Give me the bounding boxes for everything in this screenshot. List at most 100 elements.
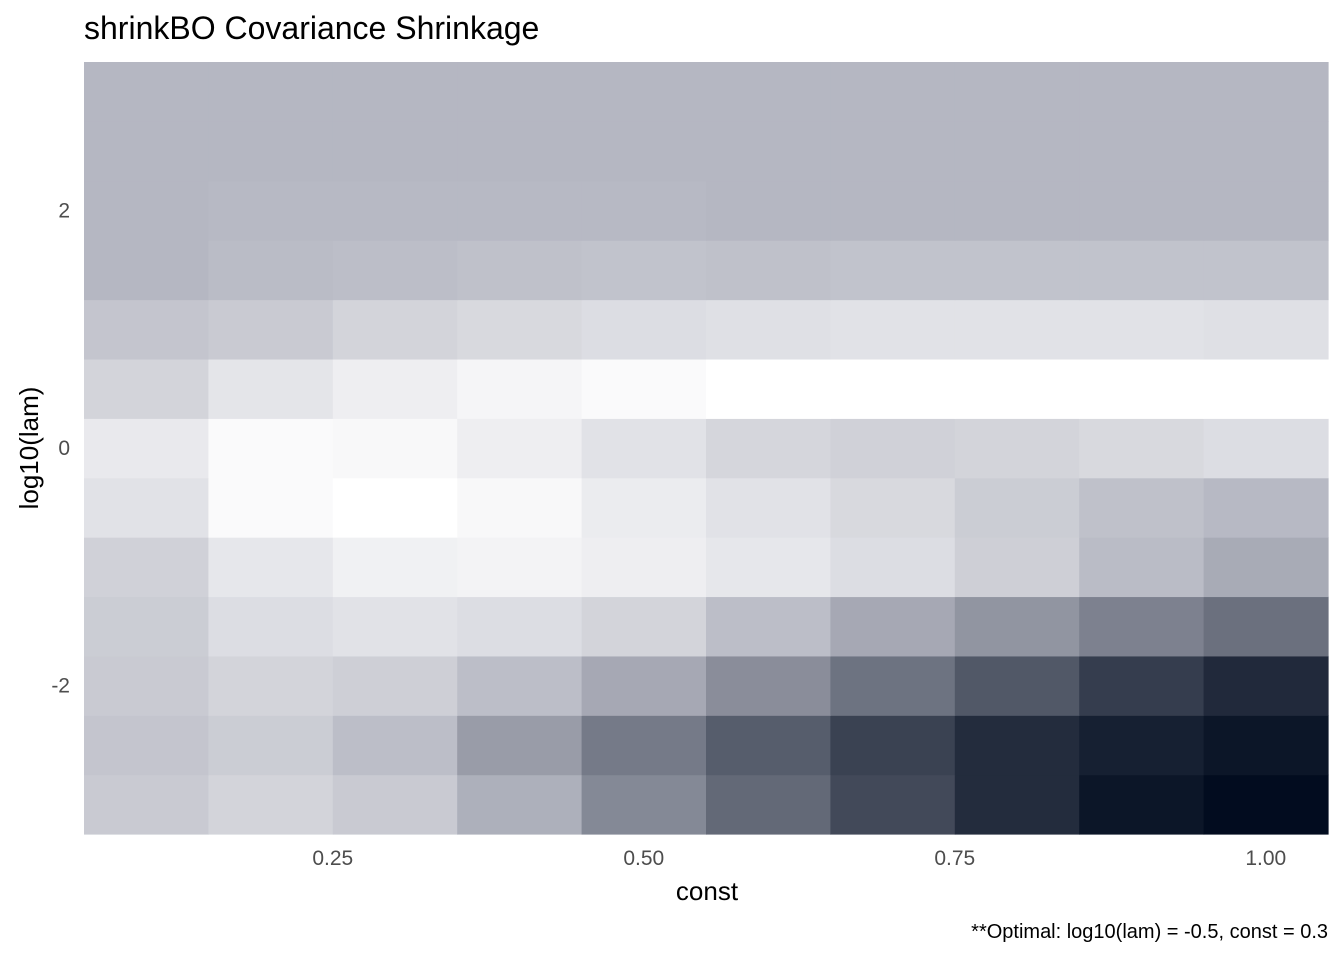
heatmap-cell <box>457 62 583 122</box>
heatmap-cell <box>1079 62 1205 122</box>
heatmap-cell <box>1079 299 1205 360</box>
heatmap-cell <box>706 180 831 241</box>
heatmap-cell <box>84 180 209 241</box>
heatmap-cell <box>332 62 458 122</box>
heatmap-cell <box>208 477 334 538</box>
heatmap-cell <box>1079 715 1205 776</box>
heatmap-cell <box>84 358 209 419</box>
heatmap-cell <box>830 477 956 538</box>
heatmap-cell <box>706 240 831 301</box>
heatmap-cell <box>830 596 956 657</box>
heatmap-cell <box>1203 537 1329 598</box>
heatmap-cell <box>332 299 458 360</box>
heatmap-cell <box>581 418 707 479</box>
chart-title: shrinkBO Covariance Shrinkage <box>84 10 539 46</box>
heatmap-cell <box>457 240 583 301</box>
heatmap-cell <box>706 596 831 657</box>
heatmap-cell <box>84 240 209 301</box>
optimal-caption: **Optimal: log10(lam) = -0.5, const = 0.… <box>971 921 1328 943</box>
heatmap-cell <box>954 477 1080 538</box>
heatmap-cell <box>830 655 956 716</box>
heatmap-cell <box>1203 299 1329 360</box>
heatmap-cell <box>1079 477 1205 538</box>
heatmap-cell <box>706 477 831 538</box>
heatmap-cell <box>581 121 707 182</box>
x-axis-title: const <box>676 876 739 906</box>
x-tick-label: 1.00 <box>1245 847 1286 870</box>
heatmap-cell <box>954 715 1080 776</box>
heatmap-cell <box>84 299 209 360</box>
heatmap-cell <box>830 715 956 776</box>
heatmap-cell <box>1079 596 1205 657</box>
heatmap-cell <box>332 715 458 776</box>
heatmap-cell <box>706 299 831 360</box>
heatmap-cell <box>208 240 334 301</box>
heatmap-cell <box>208 299 334 360</box>
heatmap-cell <box>830 299 956 360</box>
heatmap-cell <box>1079 240 1205 301</box>
heatmap-cell <box>84 596 209 657</box>
heatmap-cell <box>84 477 209 538</box>
heatmap-cell <box>830 62 956 122</box>
heatmap-cell <box>1203 596 1329 657</box>
heatmap-cell <box>954 180 1080 241</box>
heatmap-cell <box>706 358 831 419</box>
heatmap-cell <box>84 655 209 716</box>
heatmap-cell <box>706 418 831 479</box>
heatmap-cell <box>581 596 707 657</box>
heatmap-cell <box>1203 715 1329 776</box>
heatmap-cell <box>332 477 458 538</box>
heatmap-cell <box>581 358 707 419</box>
y-tick-label: -2 <box>51 675 70 698</box>
heatmap-cell <box>208 358 334 419</box>
heatmap-cell <box>581 62 707 122</box>
heatmap-cell <box>830 121 956 182</box>
heatmap-cell <box>457 121 583 182</box>
heatmap-cell <box>581 180 707 241</box>
heatmap-cell <box>1079 121 1205 182</box>
heatmap-cell <box>208 418 334 479</box>
heatmap-cell <box>954 596 1080 657</box>
heatmap-cell <box>954 62 1080 122</box>
heatmap-cell <box>84 418 209 479</box>
heatmap-cell <box>457 299 583 360</box>
y-tick-label: 0 <box>58 437 70 460</box>
y-tick-label: 2 <box>58 199 70 222</box>
heatmap-cell <box>208 121 334 182</box>
heatmap-cell <box>581 299 707 360</box>
heatmap-cell <box>457 596 583 657</box>
heatmap-cell <box>457 715 583 776</box>
heatmap-cells <box>84 62 1329 835</box>
heatmap-cell <box>332 121 458 182</box>
heatmap-cell <box>706 62 831 122</box>
heatmap-cell <box>332 537 458 598</box>
heatmap-cell <box>457 180 583 241</box>
x-tick-label: 0.50 <box>623 847 664 870</box>
heatmap-cell <box>332 596 458 657</box>
heatmap-cell <box>1079 180 1205 241</box>
heatmap-cell <box>332 240 458 301</box>
heatmap-cell <box>830 774 956 835</box>
heatmap-cell <box>332 418 458 479</box>
heatmap-cell <box>84 121 209 182</box>
heatmap-cell <box>457 477 583 538</box>
heatmap-cell <box>208 62 334 122</box>
heatmap-cell <box>830 537 956 598</box>
heatmap-cell <box>706 537 831 598</box>
heatmap-cell <box>581 655 707 716</box>
heatmap-cell <box>954 418 1080 479</box>
heatmap-cell <box>706 655 831 716</box>
heatmap-cell <box>332 655 458 716</box>
heatmap-cell <box>1203 62 1329 122</box>
heatmap-cell <box>208 596 334 657</box>
heatmap-cell <box>457 537 583 598</box>
heatmap-cell <box>84 537 209 598</box>
heatmap-cell <box>954 774 1080 835</box>
heatmap-cell <box>954 121 1080 182</box>
x-tick-label: 0.75 <box>934 847 975 870</box>
heatmap-cell <box>1079 358 1205 419</box>
heatmap-cell <box>954 240 1080 301</box>
x-axis-ticks: 0.25 0.50 0.75 1.00 <box>312 847 1286 870</box>
heatmap-cell <box>1203 418 1329 479</box>
